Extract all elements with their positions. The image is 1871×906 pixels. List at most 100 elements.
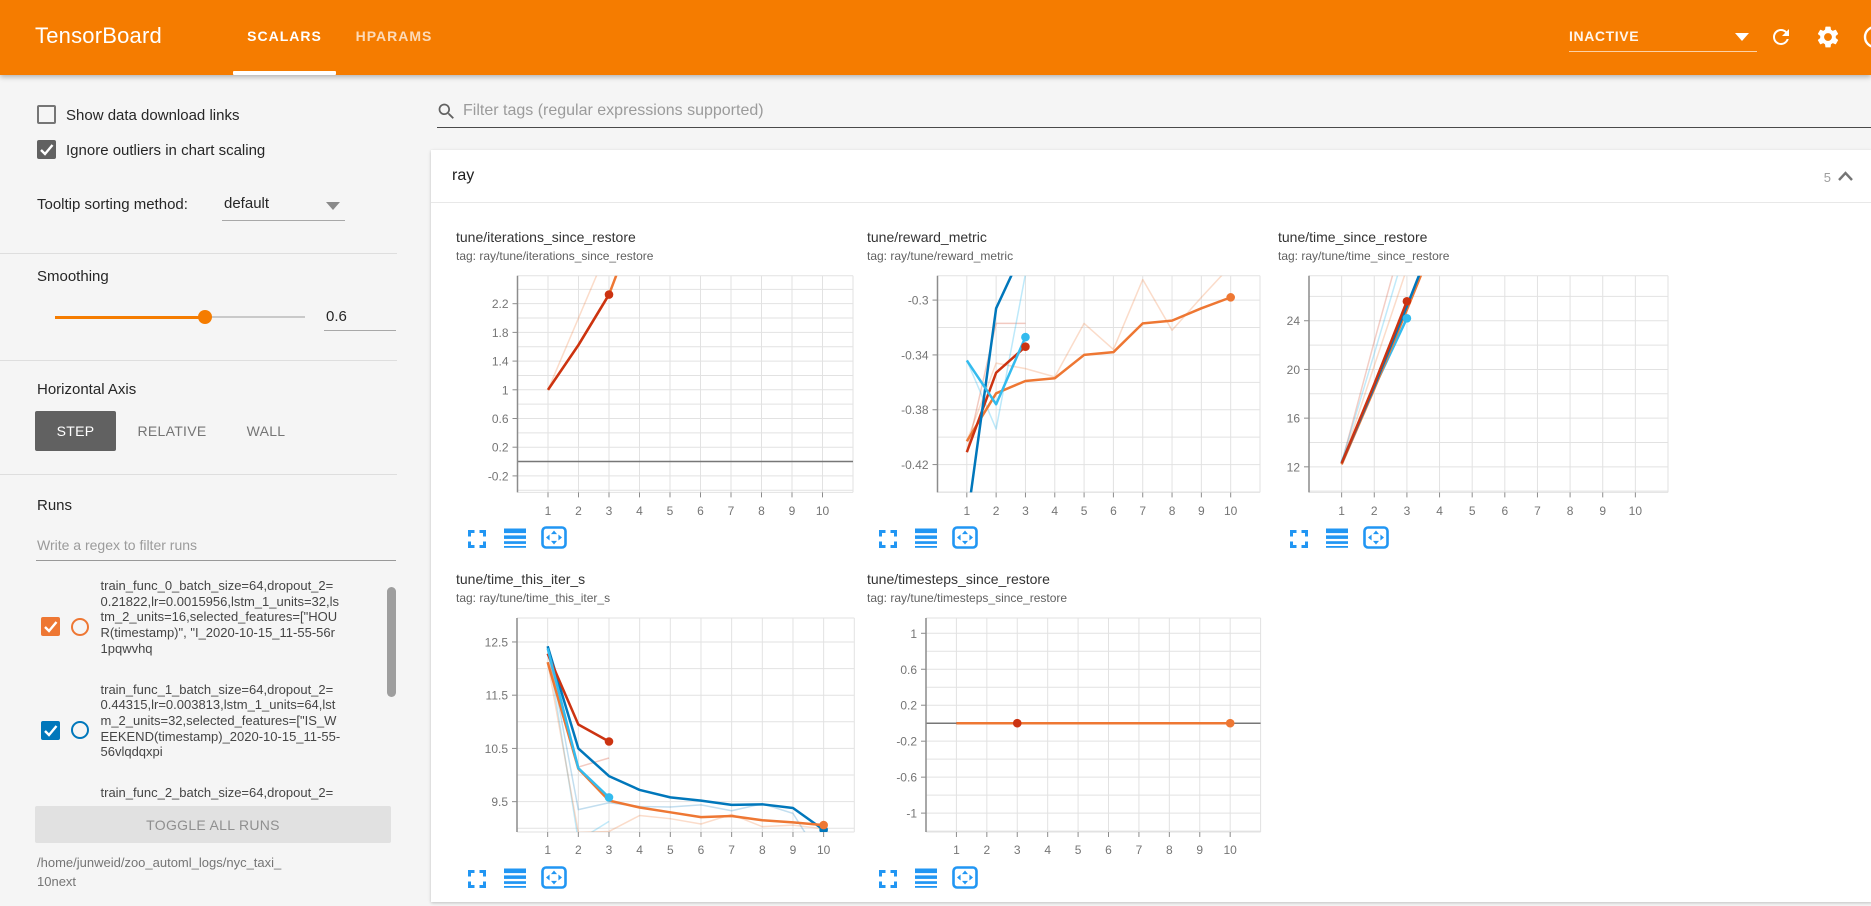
scalar-chart-tune-time-this-iter-s: tune/time_this_iter_s tag: ray/tune/time_… (455, 571, 866, 901)
app-title: TensorBoard (35, 23, 162, 48)
expand-chart-icon[interactable] (468, 530, 486, 548)
tag-group-name: ray (452, 167, 475, 184)
tab-hparams[interactable]: HPARAMS (355, 28, 433, 44)
fit-domain-icon[interactable] (541, 526, 567, 549)
chart-toolbar (468, 526, 567, 549)
run-name[interactable]: train_func_1_batch_size=64,dropout_2= 0.4… (101, 682, 393, 761)
run-color-swatch[interactable] (71, 617, 89, 636)
svg-text:5: 5 (667, 843, 674, 857)
svg-text:2: 2 (993, 504, 1000, 518)
axis-button-relative[interactable]: RELATIVE (137, 423, 207, 439)
help-icon[interactable] (1863, 25, 1871, 54)
checkbox-label[interactable]: Ignore outliers in chart scaling (66, 142, 266, 159)
expand-chart-icon[interactable] (879, 869, 897, 888)
chart-toolbar (879, 865, 978, 889)
svg-text:-0.42: -0.42 (901, 458, 929, 472)
svg-text:-0.2: -0.2 (488, 469, 509, 483)
log-scale-icon[interactable] (915, 528, 937, 549)
svg-text:1.8: 1.8 (492, 326, 509, 340)
svg-text:1.4: 1.4 (492, 355, 509, 369)
axis-button-step[interactable]: STEP (35, 411, 116, 451)
svg-text:2: 2 (575, 504, 582, 518)
divider (0, 253, 397, 254)
chart-plot[interactable]: 1 2 3 4 5 6 7 8 9 10 -1 -0.6 -0.2 0.2 0.6 1 (866, 571, 1277, 871)
smoothing-value[interactable]: 0.6 (326, 308, 347, 325)
active-tab-indicator (233, 71, 336, 75)
reload-icon[interactable] (1769, 25, 1793, 54)
chart-title: tune/time_since_restore (1278, 229, 1428, 245)
tag-filter-input[interactable]: Filter tags (regular expressions support… (463, 102, 764, 119)
svg-text:-0.6: -0.6 (896, 771, 917, 785)
svg-text:0.2: 0.2 (492, 441, 509, 455)
tooltip-sorting-dropdown[interactable]: default (224, 195, 270, 212)
chart-title: tune/timesteps_since_restore (867, 571, 1050, 587)
chart-plot[interactable]: 1 2 3 4 5 6 7 8 9 10 9.5 10.5 11.5 12.5 (455, 571, 866, 871)
run-checkbox[interactable] (41, 720, 60, 740)
expand-chart-icon[interactable] (879, 530, 897, 548)
checkbox-show-data-download-links[interactable] (37, 105, 56, 124)
run-row: train_func_2_batch_size=64,dropout_2= (30, 785, 400, 806)
svg-text:7: 7 (1136, 843, 1143, 857)
svg-text:8: 8 (759, 843, 766, 857)
log-scale-icon[interactable] (1326, 528, 1348, 549)
svg-text:2: 2 (983, 843, 990, 857)
svg-text:4: 4 (1044, 843, 1051, 857)
run-name[interactable]: train_func_2_batch_size=64,dropout_2= (101, 785, 393, 801)
tab-scalars[interactable]: SCALARS (247, 28, 322, 44)
checkbox-label[interactable]: Show data download links (66, 107, 240, 124)
log-scale-icon[interactable] (915, 868, 937, 889)
svg-text:8: 8 (1169, 504, 1176, 518)
chart-plot[interactable]: 1 2 3 4 5 6 7 8 9 10 -0.42 -0.38 -0.34 -0.3 (866, 229, 1277, 529)
svg-text:9.5: 9.5 (491, 795, 508, 809)
smoothing-label: Smoothing (37, 268, 109, 285)
chart-title: tune/iterations_since_restore (456, 229, 636, 245)
dropdown-caret-icon (1735, 33, 1749, 41)
svg-text:20: 20 (1287, 363, 1301, 377)
fit-domain-icon[interactable] (541, 865, 567, 889)
expand-chart-icon[interactable] (1290, 530, 1308, 548)
run-name-line: 0.21822,lr=0.0015956,lstm_1_units=32,ls (100, 593, 340, 609)
run-name[interactable]: train_func_0_batch_size=64,dropout_2= 0.2… (101, 578, 393, 657)
log-scale-icon[interactable] (504, 528, 526, 549)
chart-plot[interactable]: 1 2 3 4 5 6 7 8 9 10 -0.2 0.2 0.6 1 1.4 1.8 2.2 (455, 229, 866, 529)
expand-chart-icon[interactable] (468, 869, 486, 888)
status-dropdown[interactable]: INACTIVE (1569, 28, 1757, 52)
run-name-line: train_func_1_batch_size=64,dropout_2= (100, 681, 334, 697)
scalar-chart-tune-timesteps-since-restore: tune/timesteps_since_restore tag: ray/tun… (866, 571, 1277, 901)
tag-group-header[interactable]: ray 5 (431, 150, 1871, 202)
run-name-line: EEKEND(timestamp)_2020-10-15_11-55- (100, 728, 341, 744)
run-color-swatch[interactable] (71, 721, 89, 740)
svg-text:8: 8 (758, 504, 765, 518)
settings-icon[interactable] (1815, 24, 1841, 55)
chart-tag-subtitle: tag: ray/tune/timesteps_since_restore (867, 590, 1068, 605)
toggle-all-runs-button[interactable]: TOGGLE ALL RUNS (35, 806, 391, 843)
run-checkbox[interactable] (41, 617, 60, 636)
axis-button-wall[interactable]: WALL (246, 423, 286, 439)
runs-list: train_func_0_batch_size=64,dropout_2= 0.2… (30, 578, 400, 806)
log-scale-icon[interactable] (504, 868, 526, 889)
svg-text:3: 3 (1022, 504, 1029, 518)
svg-text:10: 10 (816, 504, 830, 518)
svg-text:6: 6 (1105, 843, 1112, 857)
svg-text:6: 6 (1110, 504, 1117, 518)
runs-filter-input[interactable]: Write a regex to filter runs (37, 537, 198, 553)
fit-domain-icon[interactable] (952, 526, 978, 549)
svg-text:-0.38: -0.38 (901, 403, 929, 417)
app-header: TensorBoard SCALARS HPARAMS INACTIVE (0, 0, 1871, 75)
fit-domain-icon[interactable] (1363, 526, 1389, 549)
fit-domain-icon[interactable] (952, 865, 978, 889)
svg-text:4: 4 (1051, 504, 1058, 518)
search-icon (436, 101, 457, 127)
smoothing-slider-knob[interactable] (198, 310, 212, 324)
collapse-icon[interactable] (1837, 170, 1854, 182)
svg-text:1: 1 (545, 504, 552, 518)
checkbox-ignore-outliers[interactable] (37, 140, 56, 159)
runs-scrollbar[interactable] (387, 587, 396, 697)
svg-text:9: 9 (790, 843, 797, 857)
dropdown-caret-icon[interactable] (326, 202, 340, 210)
svg-text:24: 24 (1287, 314, 1301, 328)
svg-text:0.6: 0.6 (900, 663, 917, 677)
svg-text:7: 7 (728, 504, 735, 518)
